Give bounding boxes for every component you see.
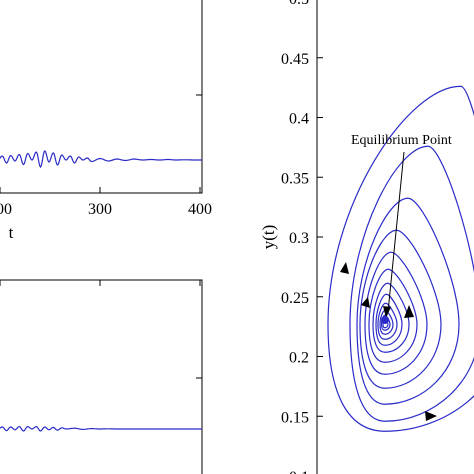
top-left-axes-frame (0, 0, 203, 194)
phase-portrait-plot: 0.1 0.15 0.2 0.25 0.3 0.35 0.4 0.45 0.5 y(t) Equ… (259, 0, 474, 474)
bottom-left-series-line (0, 425, 202, 432)
equilibrium-point-annotation: Equilibrium Point (351, 133, 452, 148)
phase-trajectory-loop (364, 251, 428, 375)
phase-trajectory-loop (375, 293, 403, 346)
bottom-left-axes-frame (0, 279, 203, 474)
phase-y-tick-label: 0.1 (289, 469, 309, 474)
phase-y-tick-label: 0.4 (289, 111, 309, 128)
phase-trajectory-loop (377, 302, 398, 340)
equilibrium-pointer-line (387, 151, 405, 313)
equilibrium-point-marker (381, 316, 389, 324)
phase-y-axis-label: y(t) (259, 225, 278, 250)
phase-y-tick-label: 0.45 (281, 51, 309, 68)
phase-y-tick-label: 0.3 (289, 230, 309, 247)
phase-y-ticks (317, 57, 323, 417)
equilibrium-pointer-arrowhead (383, 306, 391, 318)
phase-trajectory-loop (349, 145, 474, 422)
phase-y-tick-label: 0.15 (281, 409, 309, 426)
phase-arrow-bottom (425, 411, 437, 421)
phase-trajectory-loop (359, 229, 442, 389)
phase-y-tick-label: 0.2 (289, 350, 309, 367)
phase-y-tick-label: 0.5 (289, 0, 309, 8)
top-left-series-line (0, 150, 202, 169)
phase-arrow-inner-right (404, 305, 414, 318)
phase-trajectory-loop (372, 282, 410, 353)
phase-y-tick-label: 0.35 (281, 170, 309, 187)
phase-trajectory-loop (368, 268, 418, 363)
phase-arrow-left (340, 262, 349, 274)
top-left-plot: 200 300 400 t (0, 0, 212, 242)
phase-trajectory-loop (379, 309, 394, 335)
phase-arrow-inner-left (361, 297, 370, 308)
bottom-left-plot (0, 279, 203, 474)
top-left-x-axis-label: t (9, 223, 14, 242)
phase-trajectory-loop (356, 197, 460, 405)
top-left-x-tick-label-400: 400 (188, 201, 212, 218)
phase-y-tick-labels: 0.1 0.15 0.2 0.25 0.3 0.35 0.4 0.45 0.5 (281, 0, 309, 474)
top-left-x-tick-label-300: 300 (88, 201, 112, 218)
phase-trajectory-loop (327, 85, 474, 432)
top-left-ticks (0, 94, 202, 193)
top-left-x-tick-label-200: 200 (0, 201, 12, 218)
phase-y-tick-label: 0.25 (281, 290, 309, 307)
bottom-left-ticks (0, 280, 202, 379)
